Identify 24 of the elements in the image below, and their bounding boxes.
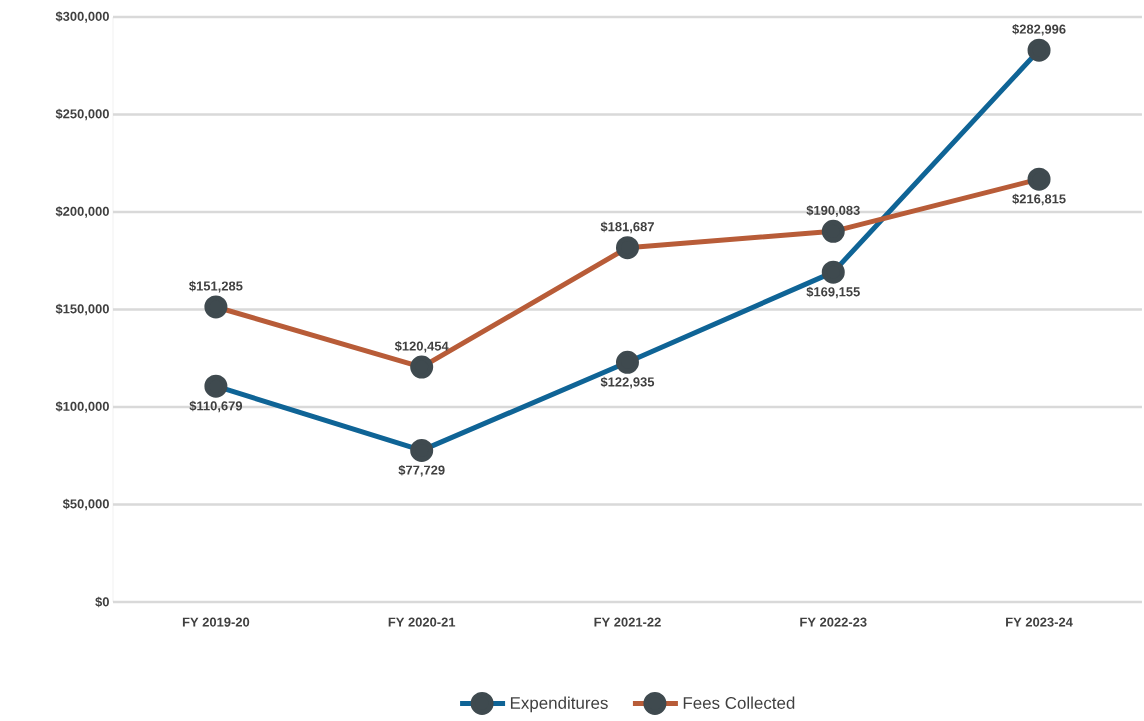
data-label: $151,285 (189, 280, 243, 293)
legend-label: Expenditures (510, 696, 608, 713)
x-tick-label: FY 2019-20 (182, 617, 250, 627)
data-label: $110,679 (189, 400, 243, 413)
y-tick-label: $0 (95, 596, 109, 608)
y-tick-label: $300,000 (55, 11, 109, 23)
data-label: $282,996 (1012, 24, 1066, 36)
data-label: $77,729 (398, 464, 445, 477)
x-tick-label: FY 2022-23 (800, 617, 867, 627)
x-tick-label: FY 2023-24 (1006, 617, 1073, 627)
x-tick-label: FY 2021-22 (594, 617, 661, 627)
data-label: $169,155 (806, 286, 860, 299)
y-tick-label: $250,000 (55, 108, 109, 121)
data-label: $181,687 (600, 221, 654, 234)
data-label: $120,454 (394, 340, 449, 353)
data-label: $190,083 (806, 205, 860, 217)
legend-label: Fees Collected (683, 696, 795, 709)
y-tick-label: $50,000 (62, 498, 109, 511)
y-tick-label: $150,000 (55, 303, 109, 316)
data-label: $216,815 (1012, 193, 1066, 206)
data-label: $122,935 (600, 376, 655, 389)
x-tick-label: FY 2020-21 (388, 617, 456, 627)
y-tick-label: $200,000 (55, 206, 109, 218)
y-tick-label: $100,000 (55, 401, 109, 413)
